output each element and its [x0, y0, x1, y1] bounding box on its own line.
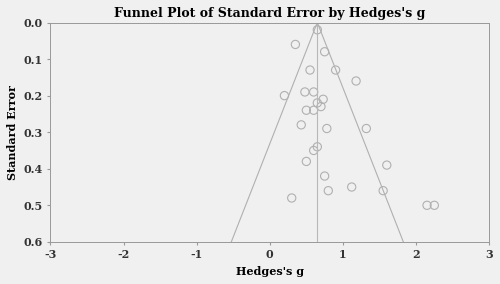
Point — [310, 90, 318, 94]
Point — [379, 188, 387, 193]
X-axis label: Hedges's g: Hedges's g — [236, 266, 304, 277]
Point — [314, 145, 322, 149]
Title: Funnel Plot of Standard Error by Hedges's g: Funnel Plot of Standard Error by Hedges'… — [114, 7, 426, 20]
Point — [301, 90, 309, 94]
Point — [288, 196, 296, 200]
Point — [302, 159, 310, 164]
Point — [317, 104, 325, 109]
Point — [352, 79, 360, 83]
Point — [292, 42, 300, 47]
Point — [314, 250, 322, 255]
Point — [423, 203, 431, 208]
Point — [430, 203, 438, 208]
Y-axis label: Standard Error: Standard Error — [7, 85, 18, 179]
Point — [319, 97, 327, 102]
Point — [314, 101, 322, 105]
Point — [320, 49, 328, 54]
Point — [332, 68, 340, 72]
Point — [323, 126, 331, 131]
Point — [348, 185, 356, 189]
Point — [297, 123, 305, 127]
Point — [302, 108, 310, 112]
Point — [280, 93, 288, 98]
Point — [324, 188, 332, 193]
Point — [314, 28, 322, 32]
Point — [362, 126, 370, 131]
Point — [310, 148, 318, 153]
Point — [310, 108, 318, 112]
Point — [306, 68, 314, 72]
Point — [320, 174, 328, 178]
Point — [383, 163, 391, 167]
